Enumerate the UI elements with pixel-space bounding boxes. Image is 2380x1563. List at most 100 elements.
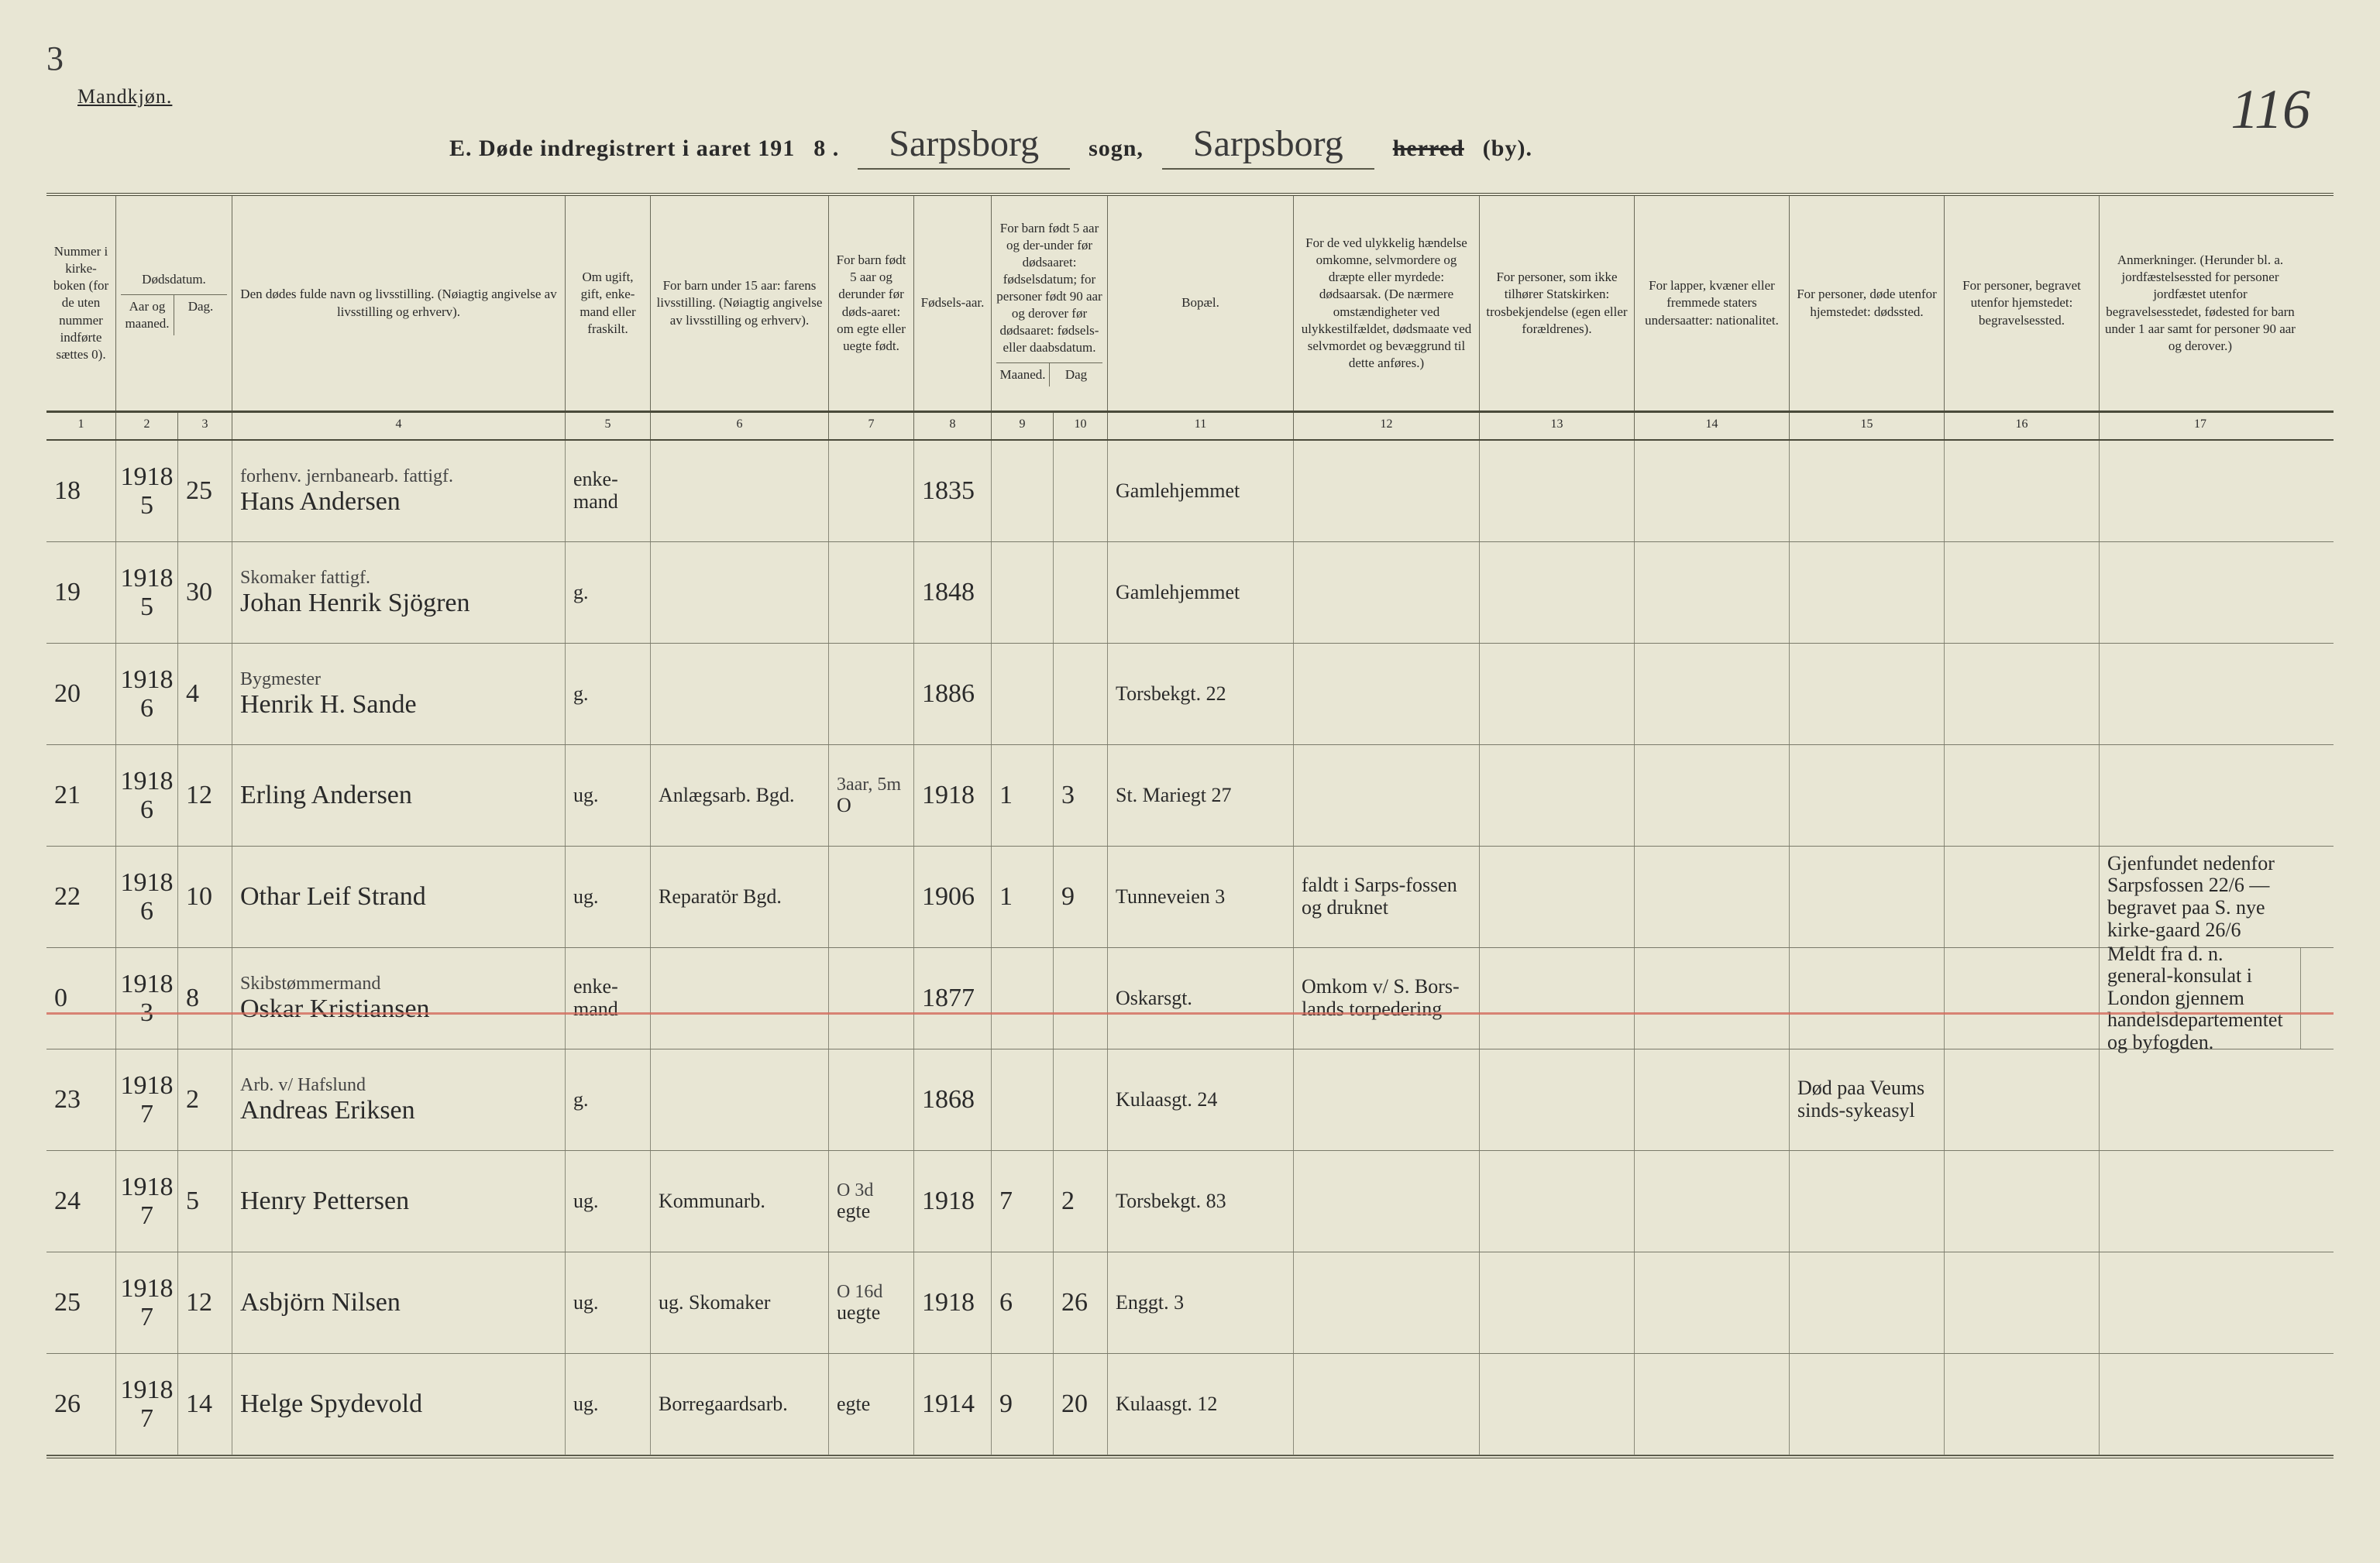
- cell-acc: [1294, 1049, 1480, 1150]
- cell-father: Kommunarb.: [651, 1151, 829, 1252]
- cell-name: Erling Andersen: [232, 745, 566, 846]
- hdr-date-sub-a: Aar og maaned.: [121, 295, 174, 335]
- subcol-10: 10: [1054, 413, 1108, 439]
- cell-notes: [2100, 1151, 2301, 1252]
- cell-father: [651, 644, 829, 744]
- cell-rel: [1480, 847, 1635, 947]
- cell-bmonth: [992, 542, 1054, 643]
- cell-num: 20: [46, 644, 116, 744]
- cell-num: 22: [46, 847, 116, 947]
- cell-num: 24: [46, 1151, 116, 1252]
- cell-father: [651, 948, 829, 1049]
- cell-rel: [1480, 1354, 1635, 1455]
- cell-rel: [1480, 1151, 1635, 1252]
- cell-dplace: [1790, 1354, 1945, 1455]
- cell-father: ug. Skomaker: [651, 1252, 829, 1353]
- cell-day: 30: [178, 542, 232, 643]
- cell-father: [651, 1049, 829, 1150]
- cell-num: 0: [46, 948, 116, 1049]
- table-row: 25 19187 12 Asbjörn Nilsen ug. ug. Skoma…: [46, 1252, 2334, 1354]
- page-number-right: 116: [2230, 77, 2310, 142]
- cell-dplace: [1790, 542, 1945, 643]
- hdr-dplace: For personer, døde utenfor hjemstedet: d…: [1790, 196, 1945, 411]
- cell-bury: [1945, 644, 2100, 744]
- ledger-table: Nummer i kirke-boken (for de uten nummer…: [46, 193, 2334, 1458]
- cell-bday: [1054, 1049, 1108, 1150]
- cell-status: ug.: [566, 745, 651, 846]
- herred-value: Sarpsborg: [1162, 122, 1374, 170]
- cell-addr: Enggt. 3: [1108, 1252, 1294, 1353]
- cell-name: Skomaker fattigf.Johan Henrik Sjögren: [232, 542, 566, 643]
- cell-status: g.: [566, 1049, 651, 1150]
- title-row: E. Døde indregistrert i aaret 191 8 . Sa…: [449, 122, 2334, 170]
- cell-rel: [1480, 644, 1635, 744]
- cell-u15: [829, 948, 914, 1049]
- cell-fyear: 1877: [914, 948, 992, 1049]
- hdr-date: Dødsdatum. Aar og maaned. Dag.: [116, 196, 232, 411]
- cell-bury: [1945, 948, 2100, 1049]
- table-row: 26 19187 14 Helge Spydevold ug. Borregaa…: [46, 1354, 2334, 1455]
- red-underline: [46, 1012, 2334, 1015]
- cell-num: 25: [46, 1252, 116, 1353]
- subcol-17: 17: [2100, 413, 2301, 439]
- cell-addr: Tunneveien 3: [1108, 847, 1294, 947]
- cell-bury: [1945, 1252, 2100, 1353]
- cell-dplace: [1790, 441, 1945, 541]
- subcol-13: 13: [1480, 413, 1635, 439]
- cell-num: 26: [46, 1354, 116, 1455]
- cell-year: 19186: [116, 847, 178, 947]
- cell-fyear: 1868: [914, 1049, 992, 1150]
- cell-dplace: [1790, 1252, 1945, 1353]
- cell-rel: [1480, 1252, 1635, 1353]
- cell-acc: faldt i Sarps-fossen og druknet: [1294, 847, 1480, 947]
- gender-label: Mandkjøn.: [77, 85, 2334, 108]
- cell-u15: [829, 644, 914, 744]
- table-row: 19 19185 30 Skomaker fattigf.Johan Henri…: [46, 542, 2334, 644]
- cell-notes: [2100, 1049, 2301, 1150]
- cell-rel: [1480, 745, 1635, 846]
- hdr-acc: For de ved ulykkelig hændelse omkomne, s…: [1294, 196, 1480, 411]
- cell-bmonth: [992, 948, 1054, 1049]
- cell-bmonth: [992, 644, 1054, 744]
- cell-status: enke-mand: [566, 441, 651, 541]
- cell-day: 12: [178, 745, 232, 846]
- subheader-row: 1 2 3 4 5 6 7 8 9 10 11 12 13 14 15 16 1…: [46, 413, 2334, 441]
- cell-year: 19183: [116, 948, 178, 1049]
- cell-addr: Kulaasgt. 12: [1108, 1354, 1294, 1455]
- cell-day: 8: [178, 948, 232, 1049]
- cell-year: 19185: [116, 542, 178, 643]
- cell-bmonth: [992, 1049, 1054, 1150]
- cell-status: g.: [566, 542, 651, 643]
- cell-num: 18: [46, 441, 116, 541]
- cell-notes: [2100, 745, 2301, 846]
- cell-u15: [829, 441, 914, 541]
- table-row: 21 19186 12 Erling Andersen ug. Anlægsar…: [46, 745, 2334, 847]
- cell-rel: [1480, 948, 1635, 1049]
- cell-acc: [1294, 542, 1480, 643]
- cell-fyear: 1918: [914, 745, 992, 846]
- cell-father: Reparatör Bgd.: [651, 847, 829, 947]
- table-row: 22 19186 10 Othar Leif Strand ug. Repara…: [46, 847, 2334, 948]
- cell-bury: [1945, 1151, 2100, 1252]
- cell-status: g.: [566, 644, 651, 744]
- hdr-status: Om ugift, gift, enke-mand eller fraskilt…: [566, 196, 651, 411]
- cell-num: 19: [46, 542, 116, 643]
- cell-u15: [829, 542, 914, 643]
- cell-num: 21: [46, 745, 116, 846]
- cell-rel: [1480, 542, 1635, 643]
- cell-dplace: [1790, 847, 1945, 947]
- cell-status: ug.: [566, 1151, 651, 1252]
- cell-bday: [1054, 644, 1108, 744]
- header-row: Nummer i kirke-boken (for de uten nummer…: [46, 196, 2334, 413]
- page-number-left: 3: [46, 39, 64, 78]
- rows-container: 18 19185 25 forhenv. jernbanearb. fattig…: [46, 441, 2334, 1455]
- cell-bday: 2: [1054, 1151, 1108, 1252]
- cell-bury: [1945, 441, 2100, 541]
- cell-acc: [1294, 644, 1480, 744]
- cell-addr: Kulaasgt. 24: [1108, 1049, 1294, 1150]
- subcol-1: 1: [46, 413, 116, 439]
- cell-year: 19186: [116, 745, 178, 846]
- title-year-hand: 8 .: [813, 136, 839, 162]
- hdr-addr: Bopæl.: [1108, 196, 1294, 411]
- cell-name: SkibstømmermandOskar Kristiansen: [232, 948, 566, 1049]
